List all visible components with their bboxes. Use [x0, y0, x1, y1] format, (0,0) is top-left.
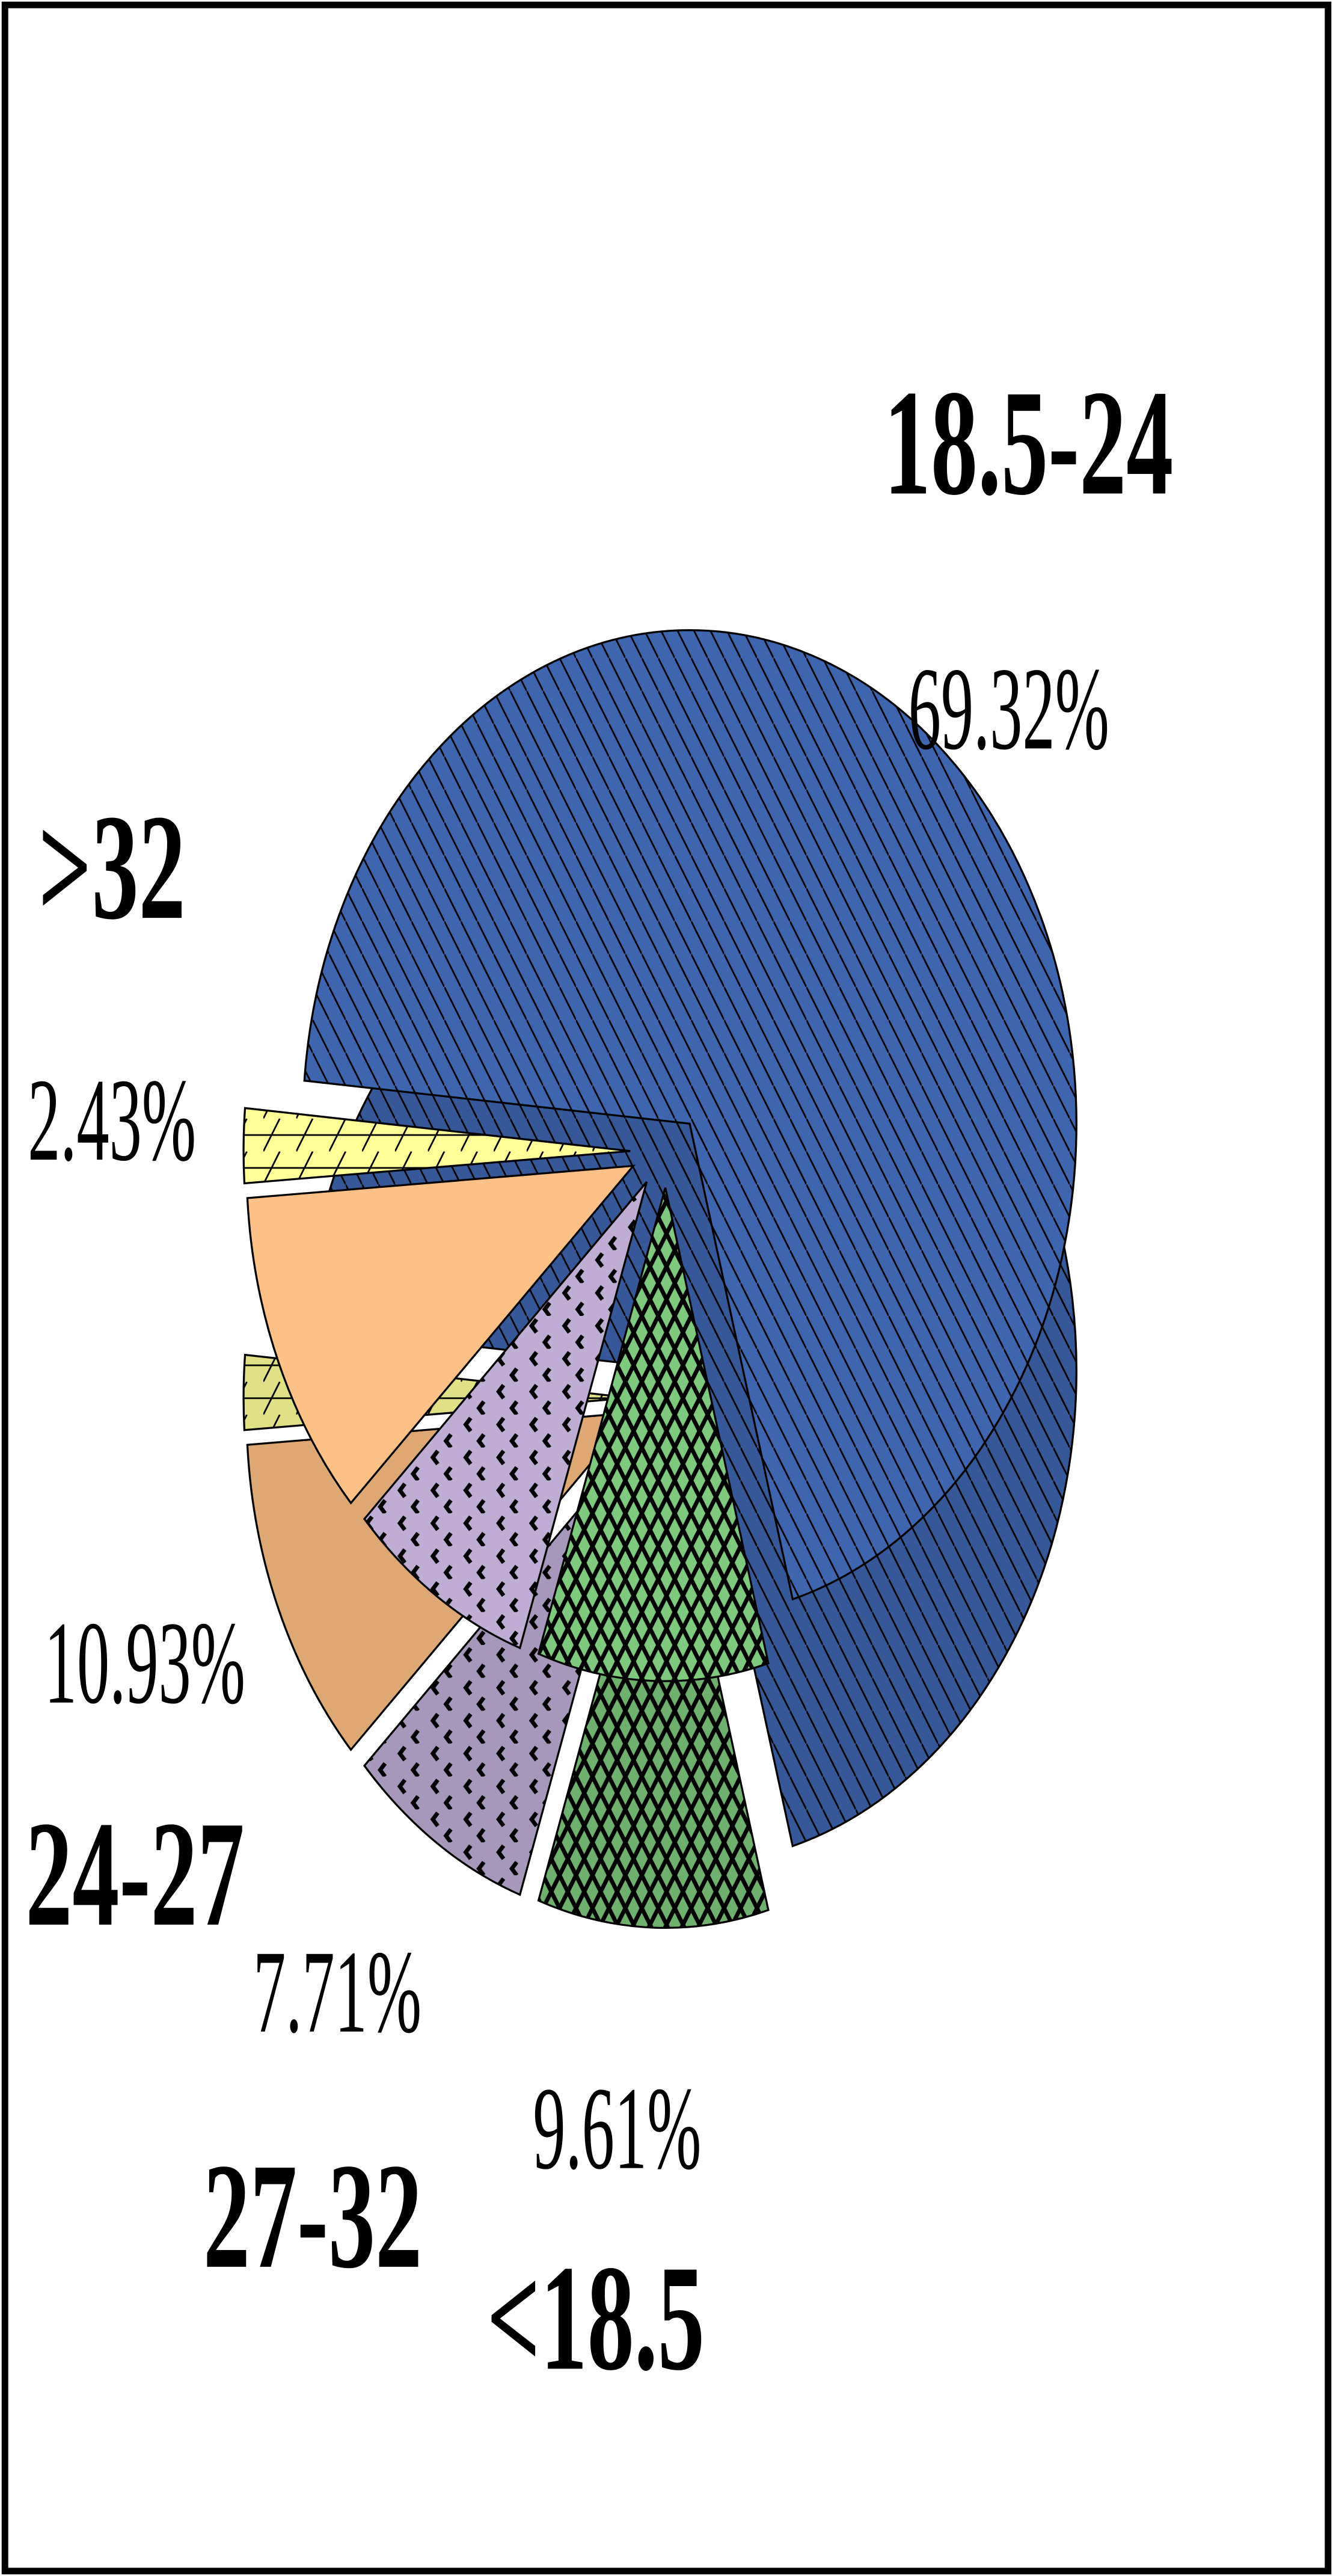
pie-slice	[303, 629, 1077, 1601]
value-label: 69.32%	[909, 644, 1109, 775]
value-label: 2.43%	[28, 1054, 196, 1185]
category-label: <18.5	[487, 2234, 705, 2402]
pie-slice	[537, 1187, 770, 1682]
category-label: 24-27	[25, 1790, 244, 1958]
pie-slice	[363, 1181, 648, 1650]
category-label: >32	[38, 784, 186, 951]
pie-slice	[246, 1164, 636, 1505]
value-label: 7.71%	[253, 1926, 421, 2058]
pie-slice	[242, 1107, 631, 1185]
category-label: 27-32	[203, 2132, 422, 2300]
value-label: 9.61%	[533, 2063, 701, 2194]
category-label: 18.5-24	[884, 359, 1173, 527]
value-label: 10.93%	[44, 1597, 245, 1729]
